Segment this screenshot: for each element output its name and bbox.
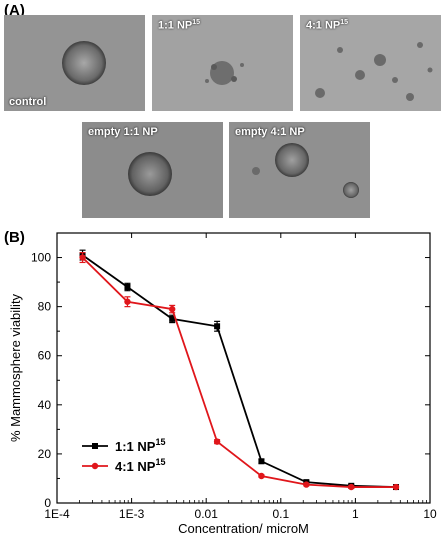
y-tick-label: 40 <box>38 398 52 412</box>
legend-marker <box>92 443 98 449</box>
series-line <box>82 254 397 488</box>
panel-a-label: (A) <box>4 2 25 19</box>
tile-caption: 1:1 NP15 <box>158 19 201 32</box>
y-tick-label: 80 <box>38 300 52 314</box>
data-point <box>303 481 310 488</box>
x-tick-label: 0.1 <box>272 507 289 521</box>
micrograph-empty-4-1-np: empty 4:1 NP <box>229 122 370 218</box>
legend-label: 4:1 NP15 <box>115 457 165 474</box>
data-point <box>214 323 221 330</box>
y-axis-label: % Mammosphere viability <box>8 293 23 442</box>
y-tick-label: 0 <box>44 496 51 510</box>
dispersed-cells-image <box>300 15 441 111</box>
cell-cluster-image <box>152 15 293 111</box>
tile-caption: empty 4:1 NP <box>235 126 305 138</box>
y-tick-label: 60 <box>38 349 52 363</box>
data-point <box>213 438 221 445</box>
panel-b-label: (B) <box>4 229 25 246</box>
x-tick-label: 1E-3 <box>119 507 145 521</box>
tile-caption: 4:1 NP15 <box>306 19 349 32</box>
spheroid-image <box>229 122 370 218</box>
data-point <box>258 458 265 465</box>
data-point <box>348 483 355 491</box>
legend-marker <box>91 462 99 470</box>
micrograph-4-1-np15: 4:1 NP15 <box>300 15 441 111</box>
viability-chart: 0 20 40 60 80 100 1E-4 1E-3 0.01 0.1 1 10 Concentrat… <box>8 232 437 536</box>
micrograph-1-1-np15: 1:1 NP15 <box>152 15 293 111</box>
series-line <box>81 256 396 488</box>
data-point <box>124 298 131 305</box>
data-point <box>79 254 86 261</box>
data-point <box>258 472 265 480</box>
data-point <box>124 284 131 290</box>
spheroid-image <box>4 15 145 111</box>
data-point <box>169 315 176 322</box>
micrograph-control: control <box>4 15 145 111</box>
plot-frame <box>56 232 431 504</box>
tile-caption: control <box>9 96 47 108</box>
y-tick-label: 100 <box>31 251 51 265</box>
data-point <box>392 483 400 491</box>
legend-label: 1:1 NP15 <box>115 437 165 454</box>
x-tick-label: 1E-4 <box>44 507 70 521</box>
x-tick-label: 1 <box>352 507 359 521</box>
spheroid-image <box>82 122 223 218</box>
x-tick-label: 0.01 <box>195 507 219 521</box>
micrograph-empty-1-1-np: empty 1:1 NP <box>82 122 223 218</box>
x-tick-label: 10 <box>423 507 437 521</box>
data-point <box>168 305 176 313</box>
y-tick-label: 20 <box>38 447 52 461</box>
tile-caption: empty 1:1 NP <box>88 126 158 138</box>
x-axis-label: Concentration/ microM <box>178 521 309 536</box>
